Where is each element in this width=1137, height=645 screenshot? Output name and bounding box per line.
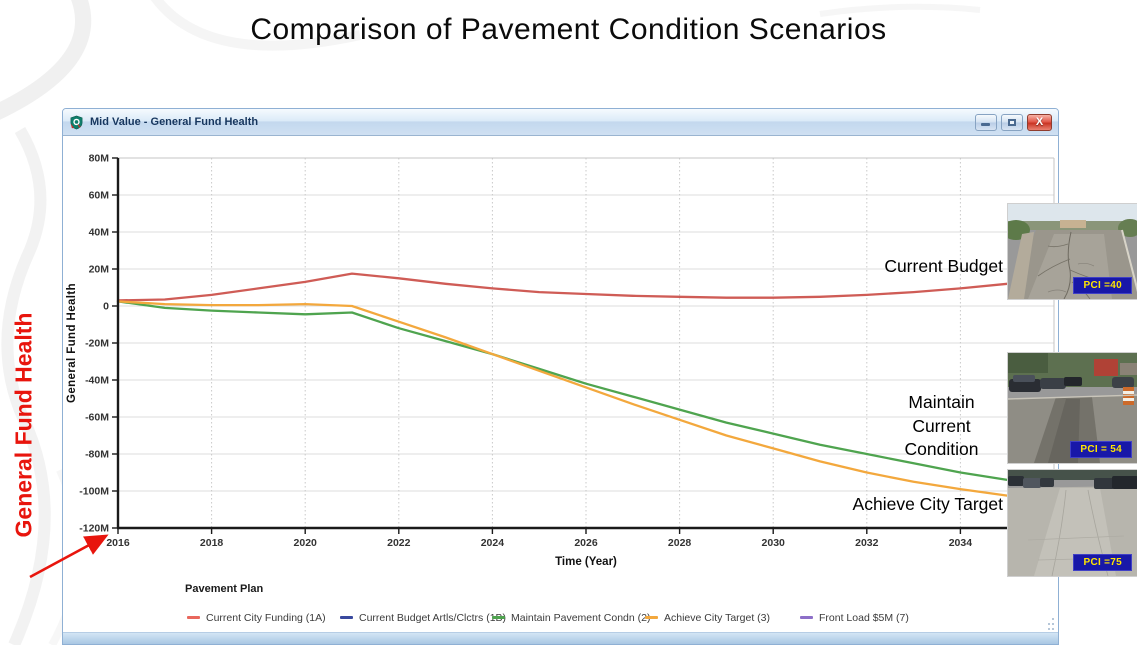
legend-item-2[interactable]: Current Budget Artls/Clctrs (1B) — [340, 612, 506, 624]
pci-badge-54: PCI = 54 — [1070, 441, 1132, 458]
y-tick-label: -60M — [85, 412, 109, 424]
annotation-achieve-city-target: Achieve City Target — [852, 494, 1003, 514]
pavement-photo-pci54: PCI = 54 — [1007, 352, 1137, 464]
red-pointer-arrow — [29, 534, 109, 579]
x-tick-label: 2028 — [668, 537, 692, 549]
pci-badge-40: PCI =40 — [1073, 277, 1132, 294]
pci-badge-75: PCI =75 — [1073, 554, 1132, 571]
series-line — [116, 272, 1056, 302]
legend-item-3[interactable]: Maintain Pavement Condn (2) — [492, 612, 651, 624]
legend-item-label: Maintain Pavement Condn (2) — [511, 612, 651, 624]
y-tick-label: -40M — [85, 375, 109, 387]
legend-item-label: Front Load $5M (7) — [819, 612, 909, 624]
smooth-road-illustration — [1008, 470, 1137, 576]
y-tick-label: 40M — [89, 227, 110, 239]
x-tick-label: 2016 — [106, 537, 130, 549]
legend-item-label: Current City Funding (1A) — [206, 612, 326, 624]
chart-legend: Pavement Plan Current City Funding (1A) C… — [185, 583, 965, 628]
legend-dash-icon — [187, 616, 200, 619]
maximize-icon — [1008, 118, 1016, 126]
legend-item-label: Current Budget Artls/Clctrs (1B) — [359, 612, 507, 624]
y-tick-label: -100M — [79, 486, 109, 498]
y-tick-label: -80M — [85, 449, 109, 461]
page-title: Comparison of Pavement Condition Scenari… — [250, 13, 887, 46]
resize-grip[interactable] — [1046, 617, 1056, 631]
y-axis-title: General Fund Health — [66, 282, 78, 404]
window-titlebar[interactable]: Mid Value - General Fund Health X — [63, 109, 1058, 136]
y-tick-label: 20M — [89, 264, 110, 276]
x-tick-label: 2032 — [855, 537, 879, 549]
legend-item-1[interactable]: Current City Funding (1A) — [187, 612, 326, 624]
y-tick-label: -120M — [79, 523, 109, 535]
y-tick-label: -20M — [85, 338, 109, 350]
legend-dash-icon — [645, 616, 658, 619]
pavement-photo-pci75: PCI =75 — [1007, 469, 1137, 577]
annotation-maintain-current-condition: Maintain Current Condition — [904, 392, 979, 459]
window-bottom-edge — [63, 632, 1058, 644]
annotation-current-budget: Current Budget — [884, 256, 1003, 276]
app-icon — [70, 115, 83, 129]
minimize-button[interactable] — [975, 113, 997, 131]
x-tick-label: 2022 — [387, 537, 411, 549]
legend-item-label: Achieve City Target (3) — [664, 612, 771, 624]
x-tick-label: 2030 — [762, 537, 786, 549]
x-tick-label: 2024 — [481, 537, 505, 549]
x-tick-label: 2018 — [200, 537, 224, 549]
y-tick-label: 80M — [89, 153, 110, 165]
legend-item-4[interactable]: Achieve City Target (3) — [645, 612, 770, 624]
close-button[interactable]: X — [1027, 113, 1052, 131]
series-line — [116, 300, 1056, 504]
minimize-icon — [981, 122, 990, 126]
legend-dash-icon — [492, 616, 505, 619]
maximize-button[interactable] — [1001, 113, 1023, 131]
series-line — [116, 300, 1056, 489]
y-tick-label: 60M — [89, 190, 110, 202]
x-tick-label: 2020 — [294, 537, 318, 549]
legend-item-5[interactable]: Front Load $5M (7) — [800, 612, 909, 624]
street-traffic-illustration — [1008, 353, 1137, 463]
y-tick-label: 0 — [103, 301, 109, 313]
legend-dash-icon — [340, 616, 353, 619]
legend-title: Pavement Plan — [185, 583, 264, 595]
legend-dash-icon — [800, 616, 813, 619]
x-tick-label: 2026 — [574, 537, 598, 549]
pavement-photo-pci40: PCI =40 — [1007, 203, 1137, 300]
window-title: Mid Value - General Fund Health — [90, 116, 259, 128]
x-axis-title: Time (Year) — [555, 556, 617, 568]
x-tick-label: 2034 — [949, 537, 973, 549]
